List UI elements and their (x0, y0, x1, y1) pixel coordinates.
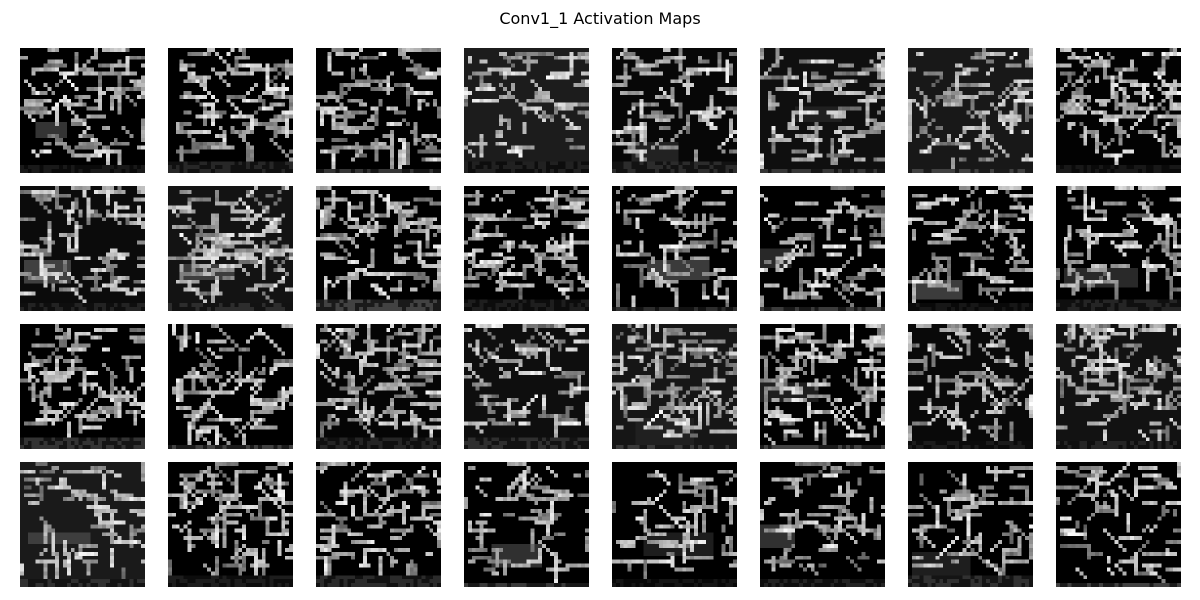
activation-map-29 (612, 462, 737, 587)
activation-map-25 (20, 462, 145, 587)
activation-map-6 (760, 48, 885, 173)
activation-map-1 (20, 48, 145, 173)
activation-map-28 (464, 462, 589, 587)
activation-map-32 (1056, 462, 1181, 587)
activation-map-11 (316, 186, 441, 311)
activation-map-7 (908, 48, 1033, 173)
activation-map-26 (168, 462, 293, 587)
activation-map-12 (464, 186, 589, 311)
activation-map-19 (316, 324, 441, 449)
activation-map-20 (464, 324, 589, 449)
activation-map-3 (316, 48, 441, 173)
activation-map-27 (316, 462, 441, 587)
activation-map-8 (1056, 48, 1181, 173)
activation-map-23 (908, 324, 1033, 449)
activation-map-24 (1056, 324, 1181, 449)
activation-map-10 (168, 186, 293, 311)
activation-map-4 (464, 48, 589, 173)
activation-map-5 (612, 48, 737, 173)
activation-map-22 (760, 324, 885, 449)
activation-map-15 (908, 186, 1033, 311)
figure-title: Conv1_1 Activation Maps (499, 9, 701, 28)
activation-map-21 (612, 324, 737, 449)
activation-map-30 (760, 462, 885, 587)
activation-map-31 (908, 462, 1033, 587)
activation-map-17 (20, 324, 145, 449)
activation-map-13 (612, 186, 737, 311)
activation-map-2 (168, 48, 293, 173)
activation-map-18 (168, 324, 293, 449)
activation-map-9 (20, 186, 145, 311)
activation-map-16 (1056, 186, 1181, 311)
activation-map-14 (760, 186, 885, 311)
